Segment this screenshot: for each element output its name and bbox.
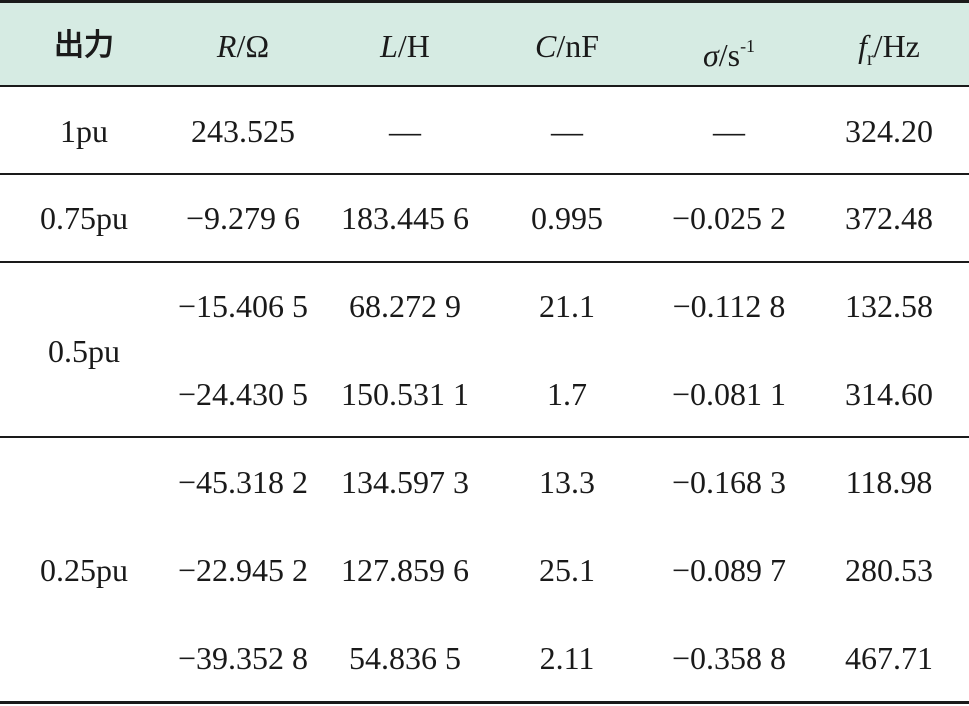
- group-label: 0.5pu: [48, 333, 120, 369]
- header-damping-sup: -1: [740, 36, 756, 56]
- header-inductance-var: L: [380, 28, 398, 64]
- table-cell: 280.53: [845, 552, 933, 588]
- table-cell: −0.025 2: [671, 200, 787, 236]
- group-divider: [0, 261, 969, 263]
- header-frequency-var: f: [858, 28, 868, 64]
- table-cell: −39.352 8: [177, 640, 309, 676]
- group-label: 0.75pu: [40, 200, 128, 236]
- table-cell: −9.279 6: [185, 200, 301, 236]
- header-resistance-var: R: [216, 28, 237, 64]
- header-rule: [0, 85, 969, 87]
- table-cell: 54.836 5: [349, 640, 461, 676]
- header-output: 出力: [54, 28, 114, 63]
- group-label: 1pu: [60, 113, 108, 149]
- top-rule: [0, 0, 969, 3]
- header-frequency-sub: r: [867, 48, 874, 70]
- table-cell: —: [551, 113, 583, 149]
- table-cell: 372.48: [845, 200, 933, 236]
- header-resistance: R/Ω: [217, 26, 269, 66]
- table-cell: 118.98: [845, 464, 933, 500]
- header-resistance-unit: /Ω: [236, 28, 270, 64]
- table-cell: —: [713, 113, 745, 149]
- table-header-background: [0, 0, 969, 86]
- header-damping: σ/s-1: [703, 26, 756, 73]
- table-cell: 134.597 3: [341, 464, 469, 500]
- table-cell: −0.112 8: [672, 288, 786, 324]
- table-cell: −0.168 3: [671, 464, 787, 500]
- table-cell: 132.58: [845, 288, 933, 324]
- header-capacitance-var: C: [534, 28, 557, 64]
- header-frequency-unit: /Hz: [873, 28, 920, 64]
- bottom-rule: [0, 701, 969, 704]
- table-cell: 68.272 9: [349, 288, 461, 324]
- table-cell: 150.531 1: [341, 376, 469, 412]
- table-cell: 183.445 6: [341, 200, 469, 236]
- table-cell: 324.20: [845, 113, 933, 149]
- table-cell: −45.318 2: [177, 464, 309, 500]
- table-cell: −15.406 5: [177, 288, 309, 324]
- header-damping-unit: /s: [718, 37, 741, 73]
- table-cell: −22.945 2: [177, 552, 309, 588]
- header-inductance-unit: /H: [397, 28, 430, 64]
- table-cell: −24.430 5: [177, 376, 309, 412]
- group-label: 0.25pu: [40, 552, 128, 588]
- header-damping-var: σ: [702, 37, 719, 73]
- table-cell: −0.081 1: [671, 376, 787, 412]
- group-divider: [0, 173, 969, 175]
- table-cell: 467.71: [845, 640, 933, 676]
- header-capacitance-unit: /nF: [556, 28, 600, 64]
- table-cell: 21.1: [539, 288, 595, 324]
- table-cell: —: [389, 113, 421, 149]
- table-cell: 0.995: [531, 200, 603, 236]
- table-cell: 243.525: [191, 113, 295, 149]
- table-cell: 13.3: [539, 464, 595, 500]
- table-cell: 25.1: [539, 552, 595, 588]
- table-cell: 127.859 6: [341, 552, 469, 588]
- table-cell: −0.089 7: [671, 552, 787, 588]
- group-divider: [0, 436, 969, 438]
- table-cell: 1.7: [547, 376, 587, 412]
- table-cell: 2.11: [539, 640, 595, 676]
- header-inductance: L/H: [380, 26, 430, 66]
- header-frequency: fr/Hz: [858, 26, 920, 70]
- header-capacitance: C/nF: [535, 26, 599, 66]
- table-cell: 314.60: [845, 376, 933, 412]
- table-cell: −0.358 8: [671, 640, 787, 676]
